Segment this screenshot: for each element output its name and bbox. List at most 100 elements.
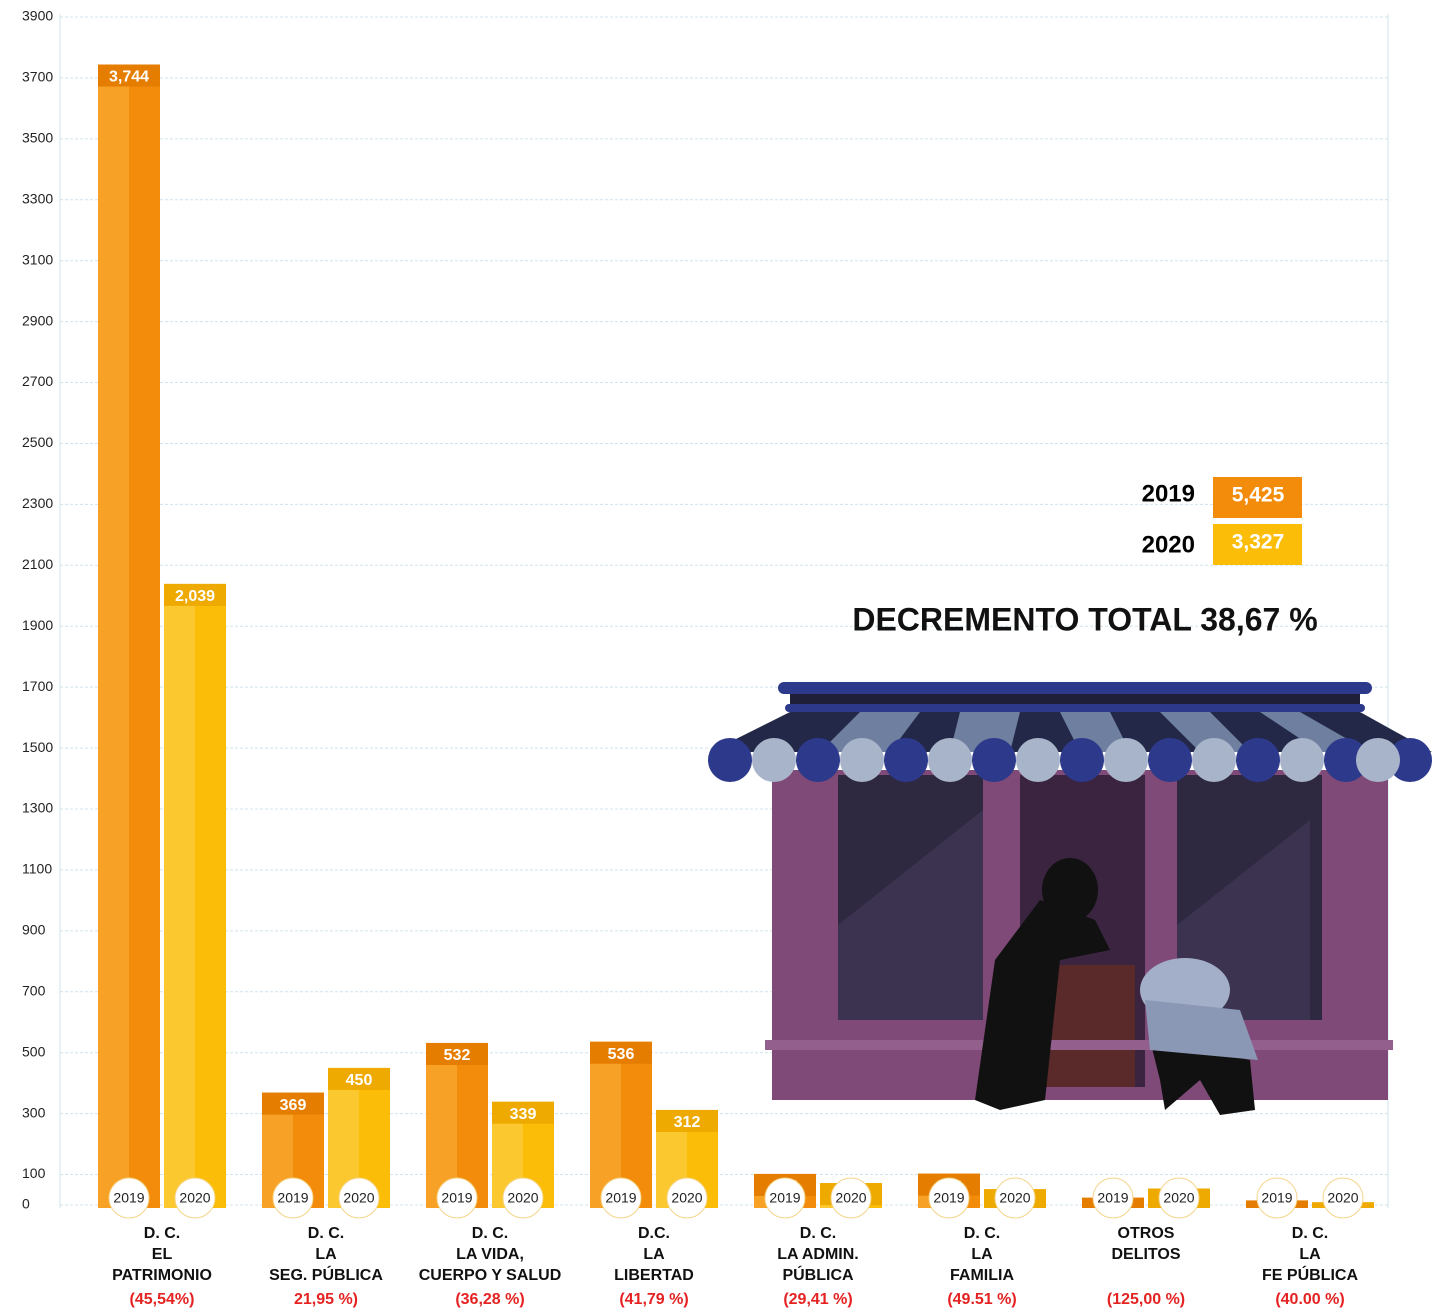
y-tick-label: 2300 <box>22 495 53 511</box>
category-change: (36,28 %) <box>455 1291 524 1308</box>
bar-cap <box>656 1109 718 1132</box>
y-tick-label: 2700 <box>22 373 53 389</box>
y-tick-label: 300 <box>22 1104 46 1120</box>
x-tick-label: D. C. <box>472 1225 508 1242</box>
x-tick-label: PATRIMONIO <box>112 1267 212 1284</box>
y-tick-label: 1100 <box>22 861 52 877</box>
year-badge <box>174 1177 216 1219</box>
category-change: 21,95 %) <box>294 1291 358 1308</box>
bar-cap <box>262 1092 324 1115</box>
x-tick-label: FE PÚBLICA <box>1262 1265 1358 1284</box>
year-label: 2020 <box>343 1190 374 1206</box>
category-change: (49.51 %) <box>947 1291 1016 1308</box>
y-tick-label: 0 <box>22 1196 30 1212</box>
bar-cap <box>164 583 226 606</box>
plot: 3,744 2019 2,039 2020 369 2019 450 2020 532 2019 3… <box>98 64 1374 1223</box>
x-tick-label: CUERPO Y SALUD <box>419 1267 562 1284</box>
year-label: 2019 <box>933 1190 964 1206</box>
bar-cap <box>590 1041 652 1064</box>
bar <box>164 583 226 1208</box>
y-tick-label: 100 <box>22 1165 46 1181</box>
year-badge <box>108 1177 150 1219</box>
year-label: 2019 <box>113 1190 144 1206</box>
x-tick-label: D. C. <box>308 1225 344 1242</box>
year-badge <box>1158 1177 1200 1219</box>
year-label: 2020 <box>999 1190 1030 1206</box>
legend-swatch <box>1213 477 1302 518</box>
y-tick-label: 3100 <box>22 251 53 267</box>
x-tick-label: EL <box>152 1246 173 1263</box>
year-badge <box>830 1177 872 1219</box>
year-label: 2019 <box>1261 1190 1292 1206</box>
y-tick-label: 2500 <box>22 434 53 450</box>
x-tick-label: D. C. <box>964 1225 1000 1242</box>
y-tick-label: 900 <box>22 922 46 938</box>
x-tick-label: LA <box>971 1246 993 1263</box>
category-change: (45,54%) <box>130 1291 195 1308</box>
y-tick-label: 3900 <box>22 8 53 24</box>
value-label: 3,744 <box>109 69 149 86</box>
y-tick-label: 1700 <box>22 678 53 694</box>
x-tick-label: LA <box>643 1246 665 1263</box>
x-tick-label: LA ADMIN. <box>777 1246 858 1263</box>
bar-cap <box>492 1101 554 1124</box>
y-tick-label: 3300 <box>22 190 53 206</box>
y-tick-label: 3700 <box>22 69 53 85</box>
legend-total: 5,425 <box>1232 484 1285 507</box>
x-tick-label: LA <box>1299 1246 1321 1263</box>
y-tick-label: 3500 <box>22 130 53 146</box>
x-tick-label: LA <box>315 1246 337 1263</box>
bar-cap <box>328 1067 390 1090</box>
x-tick-label: SEG. PÚBLICA <box>269 1265 383 1284</box>
x-tick-label: D. C. <box>1292 1225 1328 1242</box>
year-label: 2019 <box>605 1190 636 1206</box>
category-change: (40.00 %) <box>1275 1291 1344 1308</box>
bar-cap <box>98 64 160 87</box>
value-label: 532 <box>444 1047 471 1064</box>
legend-label: 2019 <box>1142 480 1195 507</box>
value-label: 339 <box>510 1106 537 1123</box>
y-tick-label: 1900 <box>22 617 53 633</box>
y-tick-label: 700 <box>22 982 46 998</box>
year-badge <box>764 1177 806 1219</box>
x-tick-label: PÚBLICA <box>782 1265 854 1284</box>
x-tick-label: FAMILIA <box>950 1267 1014 1284</box>
x-tick-label: D.C. <box>638 1225 670 1242</box>
year-label: 2019 <box>769 1190 800 1206</box>
legend-total: 3,327 <box>1232 531 1285 554</box>
x-tick-label: LA VIDA, <box>456 1246 524 1263</box>
year-badge <box>338 1177 380 1219</box>
category-change: (41,79 %) <box>619 1291 688 1308</box>
value-label: 312 <box>674 1114 701 1131</box>
year-badge <box>666 1177 708 1219</box>
value-label: 450 <box>346 1072 373 1089</box>
y-tick-label: 1500 <box>22 739 53 755</box>
year-badge <box>1092 1177 1134 1219</box>
x-tick-label: OTROS <box>1118 1225 1175 1242</box>
year-badge <box>502 1177 544 1219</box>
bar <box>98 64 160 1208</box>
bar-cap <box>426 1042 488 1065</box>
year-badge <box>436 1177 478 1219</box>
year-badge <box>1256 1177 1298 1219</box>
x-tick-label: D. C. <box>800 1225 836 1242</box>
legend-label: 2020 <box>1142 531 1195 558</box>
year-badge <box>272 1177 314 1219</box>
annotation: DECREMENTO TOTAL 38,67 % <box>852 601 1317 637</box>
value-label: 536 <box>608 1046 635 1063</box>
legend-swatch <box>1213 524 1302 565</box>
x-tick-label: DELITOS <box>1111 1246 1180 1263</box>
category-change: (125,00 %) <box>1107 1291 1185 1308</box>
year-label: 2020 <box>1327 1190 1358 1206</box>
year-label: 2020 <box>671 1190 702 1206</box>
year-label: 2019 <box>441 1190 472 1206</box>
value-label: 369 <box>280 1097 307 1114</box>
year-label: 2020 <box>835 1190 866 1206</box>
grid: 0 100 300 500 700 900 1100 1300 1500 1700 1900 2100… <box>22 8 1388 1212</box>
value-label: 2,039 <box>175 588 215 605</box>
category-change: (29,41 %) <box>783 1291 852 1308</box>
year-label: 2019 <box>277 1190 308 1206</box>
y-tick-label: 2100 <box>22 556 53 572</box>
year-label: 2020 <box>507 1190 538 1206</box>
